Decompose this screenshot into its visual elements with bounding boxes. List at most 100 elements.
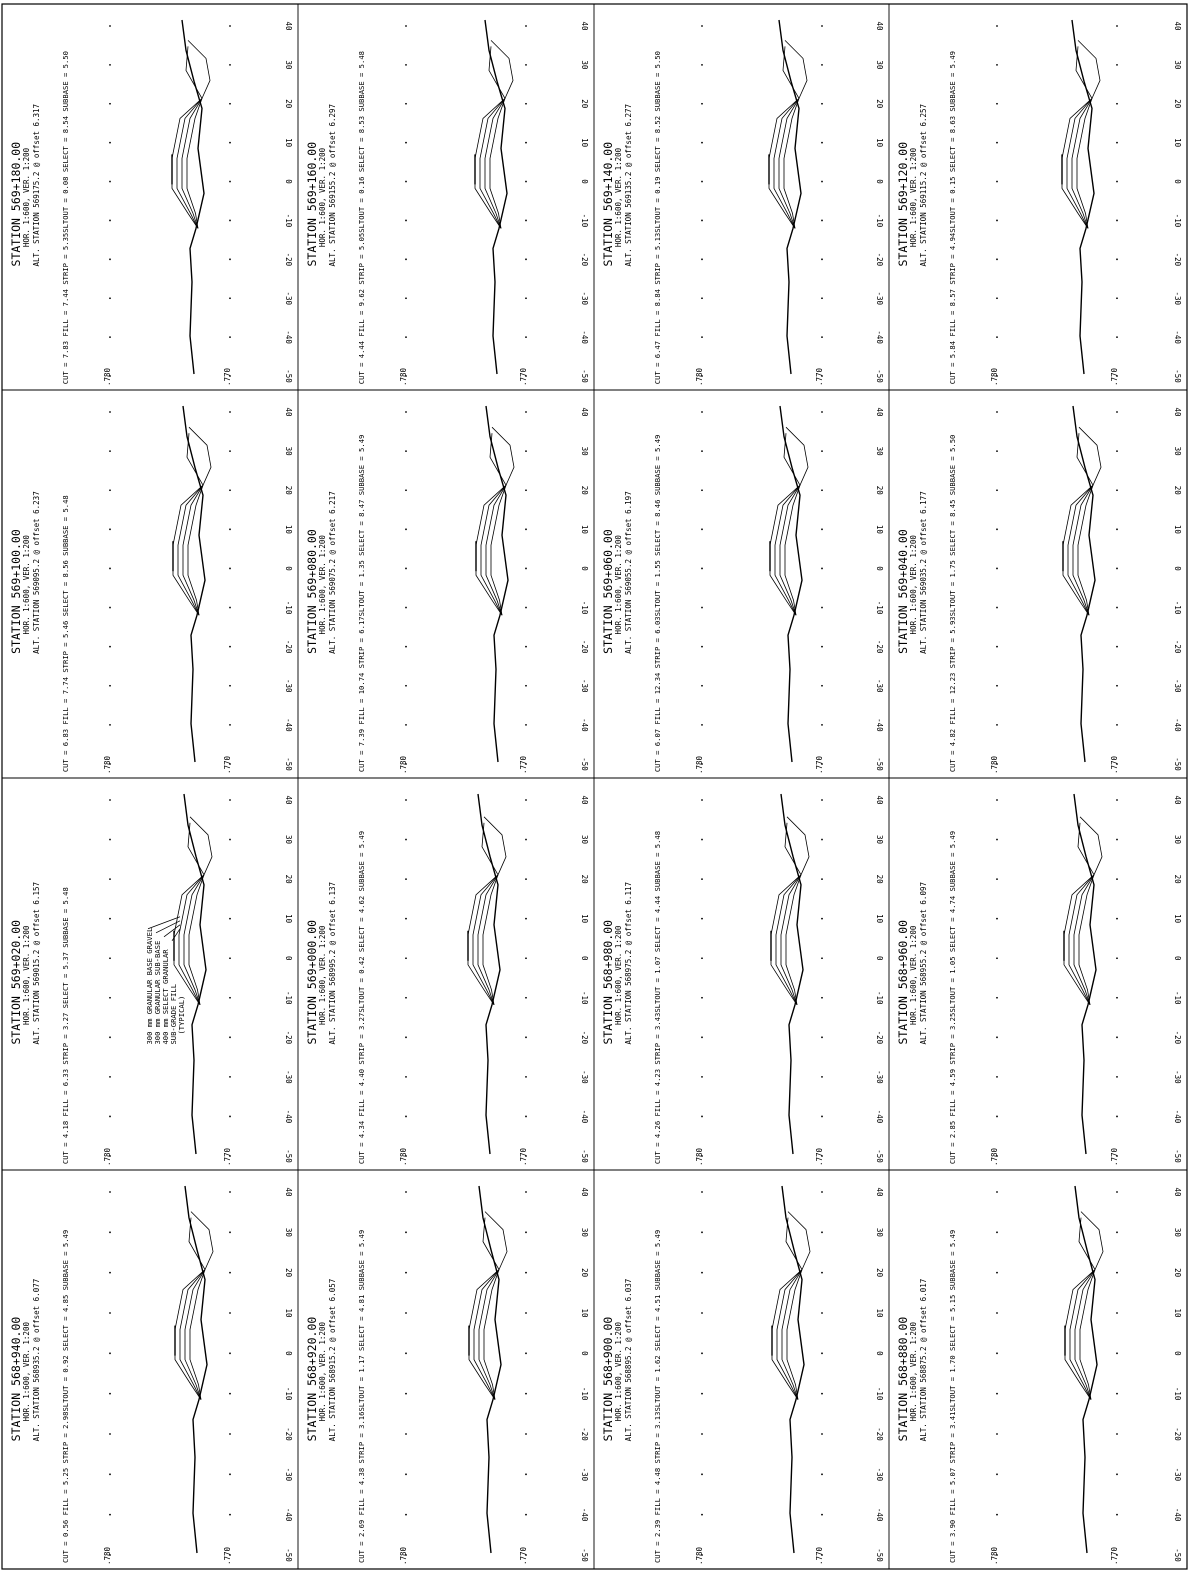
grid-tick <box>1116 1473 1118 1476</box>
grid-tick <box>996 1392 998 1395</box>
grid-tick <box>109 1036 111 1039</box>
side-slope-line <box>488 46 506 99</box>
elevation-label-770: .770 <box>223 755 232 774</box>
quantities-line: CUT = 6.47 FILL = 8.84 STRIP = 5.13SLTOU… <box>653 51 662 384</box>
offset-label: 40 <box>875 21 884 31</box>
grid-tick <box>405 1271 407 1274</box>
grid-tick <box>525 336 527 339</box>
grid-tick <box>109 1352 111 1355</box>
grid-tick <box>405 1433 407 1435</box>
grid-tick <box>996 723 998 726</box>
grid-tick <box>996 1352 998 1355</box>
offset-label: -30 <box>1173 291 1182 305</box>
scale-note: HOR. 1:600, VER. 1:200 <box>909 925 918 1025</box>
offset-label: 40 <box>1173 21 1182 31</box>
grid-tick <box>996 567 998 570</box>
grid-tick <box>525 1513 527 1516</box>
grid-tick <box>996 645 998 648</box>
offset-label: -30 <box>284 1070 293 1084</box>
grid-tick <box>821 180 823 183</box>
pavement-layer-line <box>1071 98 1093 229</box>
offset-label: -30 <box>875 1070 884 1084</box>
pavement-layer-line <box>785 874 802 1005</box>
cross-section-panel: STATION 568+900.00 HOR. 1:600, VER. 1:200… <box>601 1185 884 1565</box>
station-title: STATION 569+160.00 <box>305 142 319 267</box>
grid-tick <box>996 528 998 531</box>
grid-tick <box>525 297 527 300</box>
offset-label: -20 <box>284 1031 293 1045</box>
existing-ground-line <box>184 1185 208 1554</box>
pavement-layer-line <box>775 874 802 1005</box>
grid-tick <box>701 1433 703 1435</box>
offset-label: -40 <box>875 1110 884 1124</box>
offset-label: 10 <box>875 914 884 924</box>
grid-tick <box>109 996 111 999</box>
grid-tick <box>1116 1115 1118 1118</box>
offset-label: -50 <box>580 1548 589 1562</box>
grid-tick <box>229 838 231 841</box>
alt-station-note: ALT. STATION 569175.2 @ offset 6.317 <box>32 104 41 267</box>
grid-tick <box>996 996 998 999</box>
pavement-layer-line <box>182 484 204 616</box>
grid-tick <box>996 450 998 453</box>
grid-tick <box>109 1554 111 1556</box>
offset-label: -30 <box>580 1468 589 1482</box>
scale-note: HOR. 1:600, VER. 1:200 <box>318 925 327 1025</box>
grid-tick <box>109 878 111 881</box>
grid-tick <box>821 878 823 881</box>
grid-tick <box>229 25 231 27</box>
offset-label: -40 <box>1173 1110 1182 1124</box>
grid-tick <box>821 1075 823 1078</box>
side-slope-line <box>481 822 499 875</box>
grid-tick <box>229 63 231 66</box>
side-slope-line <box>186 433 204 486</box>
side-slope-line <box>483 816 507 875</box>
station-title: STATION 569+060.00 <box>601 529 615 654</box>
offset-label: 20 <box>1173 875 1182 885</box>
grid-tick <box>525 141 527 144</box>
existing-ground-line <box>484 19 508 375</box>
grid-tick <box>109 567 111 570</box>
grid-tick <box>996 1075 998 1078</box>
grid-tick <box>525 1271 527 1274</box>
offset-label: 20 <box>580 875 589 885</box>
existing-ground-line <box>780 793 804 1155</box>
grid-tick <box>229 528 231 531</box>
grid-tick <box>229 799 231 801</box>
quantities-line: CUT = 4.44 FILL = 9.62 STRIP = 5.05SLTOU… <box>357 51 366 384</box>
grid-tick <box>229 1115 231 1118</box>
grid-tick <box>701 528 703 531</box>
grid-tick <box>525 1155 527 1157</box>
grid-tick <box>109 1513 111 1516</box>
offset-label: -30 <box>875 679 884 693</box>
grid-tick <box>525 1433 527 1435</box>
offset-label: 20 <box>875 1268 884 1278</box>
grid-tick <box>109 917 111 920</box>
offset-label: 20 <box>284 486 293 496</box>
side-slope-line <box>482 1217 500 1270</box>
grid-tick <box>229 1554 231 1556</box>
offset-label: 10 <box>580 914 589 924</box>
elevation-label-770: .770 <box>223 1546 232 1565</box>
grid-tick <box>701 102 703 105</box>
grid-tick <box>229 1352 231 1355</box>
offset-label: -10 <box>1173 601 1182 615</box>
offset-label: -10 <box>875 214 884 228</box>
grid-tick <box>229 567 231 570</box>
side-slope-line <box>489 433 507 486</box>
cross-section-panel: STATION 569+100.00 HOR. 1:600, VER. 1:200… <box>9 405 293 774</box>
pavement-layer-line <box>1074 1269 1096 1400</box>
grid-tick <box>821 25 823 27</box>
alt-station-note: ALT. STATION 569015.2 @ offset 6.157 <box>32 882 41 1045</box>
elevation-label-780: .780 <box>399 1546 408 1565</box>
grid-tick <box>109 219 111 222</box>
offset-label: -20 <box>580 1427 589 1441</box>
grid-tick <box>525 567 527 570</box>
grid-tick <box>405 63 407 66</box>
grid-tick <box>525 489 527 492</box>
offset-label: 20 <box>284 1268 293 1278</box>
pavement-layer-line <box>472 874 499 1005</box>
pavement-layer-line <box>489 98 506 229</box>
quantities-line: CUT = 5.84 FILL = 8.57 STRIP = 4.94SLTOU… <box>948 51 957 384</box>
grid-tick <box>701 1231 703 1234</box>
